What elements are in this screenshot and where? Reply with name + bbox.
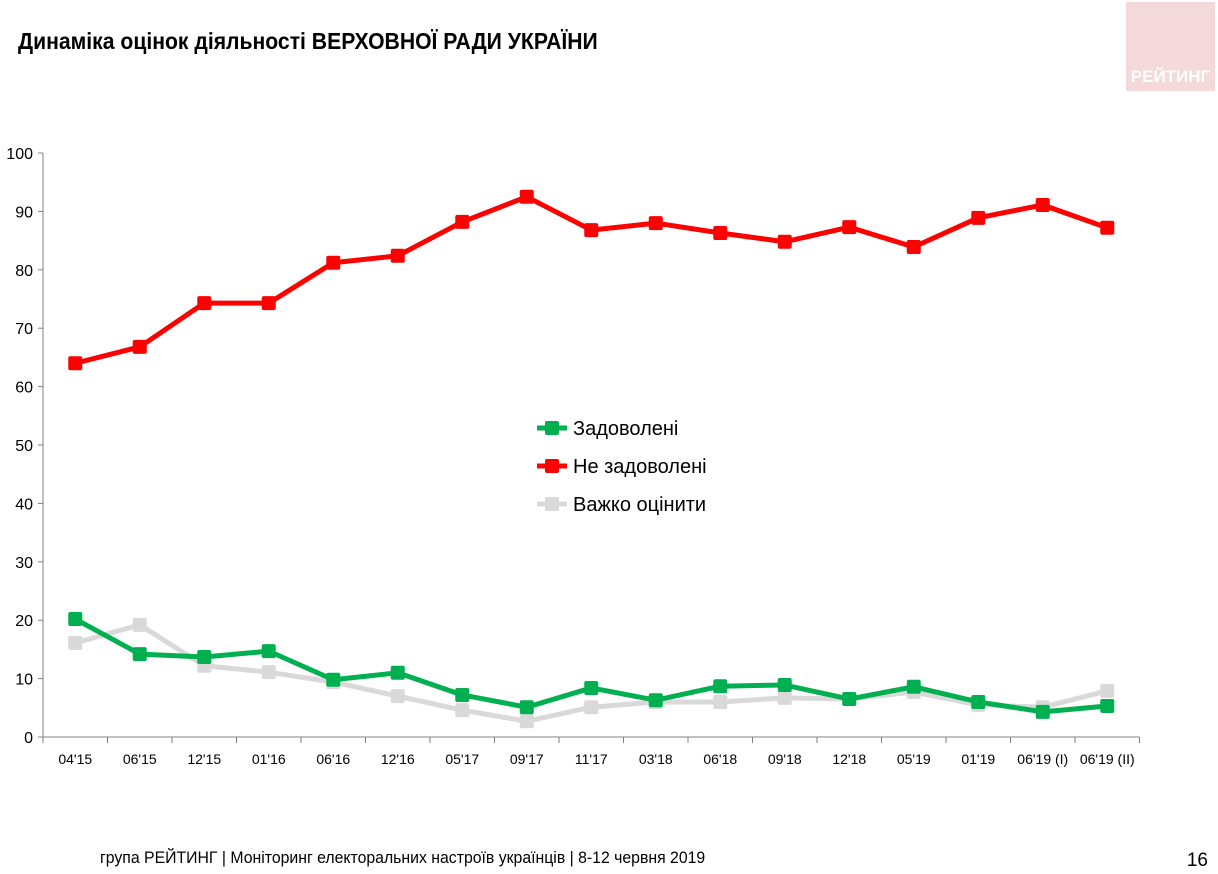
data-point <box>584 223 599 238</box>
footer: група РЕЙТИНГ | Моніторинг електоральних… <box>100 848 706 867</box>
data-point <box>648 693 663 708</box>
x-tick-label: 11'17 <box>575 751 608 767</box>
data-point <box>584 680 599 695</box>
legend-label: Не задоволені <box>573 456 707 478</box>
x-tick-label: 06'18 <box>703 751 737 767</box>
data-point <box>455 214 470 229</box>
y-tick-label: 10 <box>15 672 33 689</box>
data-point <box>777 690 792 705</box>
data-point <box>519 700 534 715</box>
legend-marker <box>545 421 559 435</box>
data-point <box>261 665 276 680</box>
data-point <box>261 296 276 311</box>
y-tick-label: 60 <box>15 380 33 397</box>
x-tick-label: 05'17 <box>445 751 479 767</box>
data-point <box>1100 699 1115 714</box>
data-point <box>390 689 405 704</box>
data-point <box>584 700 599 715</box>
legend-marker <box>545 459 559 473</box>
x-tick-label: 01'19 <box>961 751 995 767</box>
data-point <box>326 672 341 687</box>
data-point <box>132 339 147 354</box>
data-point <box>519 189 534 204</box>
data-point <box>455 703 470 718</box>
x-tick-label: 01'16 <box>252 751 286 767</box>
y-tick-label: 80 <box>15 263 33 280</box>
data-point <box>197 649 212 664</box>
data-point <box>1035 704 1050 719</box>
data-point <box>842 692 857 707</box>
series-line-1 <box>74 194 1109 366</box>
data-point <box>197 296 212 311</box>
data-point <box>132 617 147 632</box>
data-point <box>971 210 986 225</box>
page-number: 16 <box>1186 850 1208 871</box>
x-tick-label: 06'15 <box>123 751 157 767</box>
data-point <box>906 679 921 694</box>
logo-text: РЕЙТИНГ <box>1130 67 1211 86</box>
x-tick-label: 09'18 <box>768 751 802 767</box>
data-point <box>519 714 534 729</box>
data-point <box>390 665 405 680</box>
data-point <box>68 612 83 627</box>
data-point <box>261 644 276 659</box>
data-point <box>68 635 83 650</box>
y-tick-label: 40 <box>15 496 33 513</box>
data-point <box>713 694 728 709</box>
data-point <box>1100 683 1115 698</box>
y-tick-label: 30 <box>15 555 33 572</box>
x-tick-label: 06'19 (I) <box>1017 751 1068 767</box>
data-point <box>1035 197 1050 212</box>
data-point <box>1100 220 1115 235</box>
x-tick-label: 05'19 <box>897 751 931 767</box>
x-tick-label: 06'19 (II) <box>1080 751 1135 767</box>
data-point <box>906 240 921 255</box>
x-tick-label: 12'16 <box>381 751 415 767</box>
data-point <box>777 234 792 249</box>
series-line-0 <box>74 616 1108 715</box>
x-tick-label: 12'15 <box>187 751 221 767</box>
page-title: Динаміка оцінок діяльності ВЕРХОВНОЇ РАД… <box>18 28 598 54</box>
data-point <box>971 694 986 709</box>
data-point <box>713 226 728 241</box>
data-point <box>713 679 728 694</box>
logo: РЕЙТИНГ <box>1126 2 1215 91</box>
legend-label: Задоволені <box>573 418 678 440</box>
x-tick-label: 06'16 <box>316 751 350 767</box>
data-point <box>648 216 663 231</box>
y-tick-label: 20 <box>15 613 33 630</box>
data-point <box>390 248 405 263</box>
legend-label: Важко оцінити <box>573 494 706 516</box>
data-point <box>842 220 857 235</box>
y-tick-label: 0 <box>24 730 33 747</box>
x-tick-label: 04'15 <box>58 751 92 767</box>
data-point <box>132 647 147 662</box>
y-tick-label: 70 <box>15 321 33 338</box>
y-tick-label: 50 <box>15 438 33 455</box>
data-point <box>777 678 792 693</box>
x-tick-label: 09'17 <box>510 751 544 767</box>
y-tick-label: 100 <box>6 146 33 163</box>
legend-marker <box>545 497 559 511</box>
x-tick-label: 12'18 <box>832 751 866 767</box>
y-tick-label: 90 <box>15 204 33 221</box>
data-point <box>455 687 470 702</box>
data-point <box>68 356 83 371</box>
data-point <box>326 255 341 270</box>
x-tick-label: 03'18 <box>639 751 673 767</box>
